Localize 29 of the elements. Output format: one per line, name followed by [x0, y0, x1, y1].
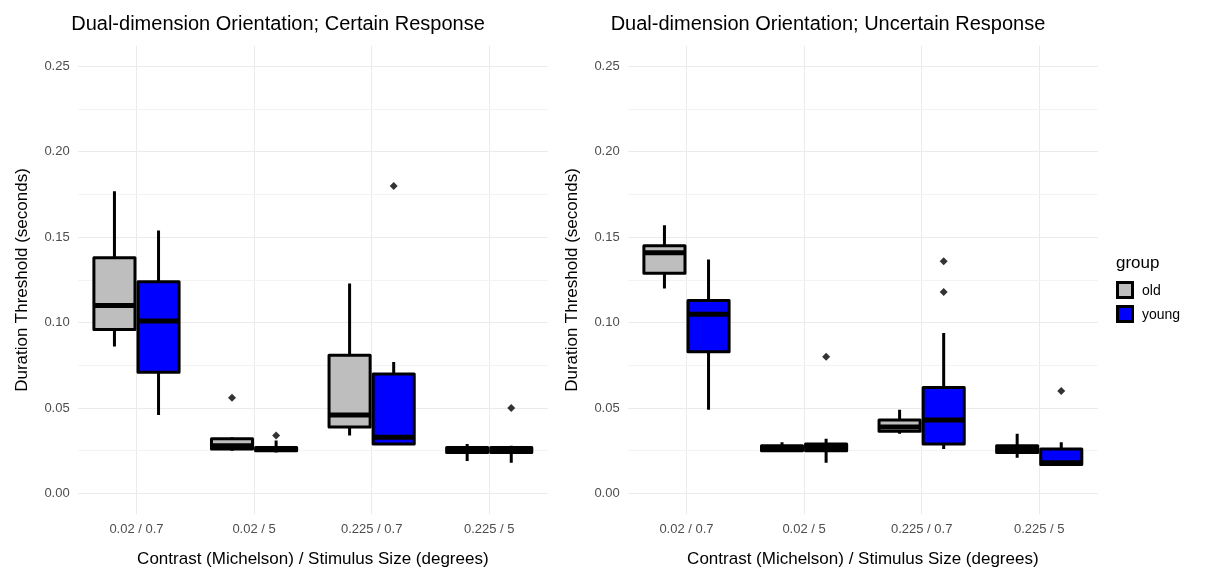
y-tick-label: 0.00 — [44, 485, 70, 501]
y-axis-title: Duration Threshold (seconds) — [11, 168, 31, 392]
y-tick-label: 0.05 — [594, 399, 620, 415]
x-tick-label: 0.02 / 0.7 — [659, 521, 714, 537]
x-tick-label: 0.225 / 5 — [1013, 521, 1065, 537]
y-tick-label: 0.05 — [44, 399, 70, 415]
y-tick-label: 0.20 — [44, 143, 70, 159]
y-tick-label: 0.20 — [594, 143, 620, 159]
x-tick-label: 0.02 / 5 — [232, 521, 276, 537]
y-tick-label: 0.25 — [44, 58, 70, 74]
y-tick-label: 0.25 — [594, 58, 620, 74]
x-tick-label: 0.225 / 0.7 — [340, 521, 403, 537]
legend-label: old — [1142, 282, 1161, 298]
y-tick-label: 0.00 — [594, 485, 620, 501]
y-axis-title: Duration Threshold (seconds) — [561, 168, 581, 392]
chart-title: Dual-dimension Orientation; Uncertain Response — [610, 11, 1046, 34]
y-tick-label: 0.10 — [594, 314, 620, 330]
y-tick-label: 0.15 — [594, 228, 620, 244]
x-tick-label: 0.02 / 0.7 — [109, 521, 164, 537]
y-tick-label: 0.10 — [44, 314, 70, 330]
legend-title: group — [1116, 253, 1161, 273]
chart-title: Dual-dimension Orientation; Certain Response — [71, 11, 485, 34]
x-axis-title: Contrast (Michelson) / Stimulus Size (degrees) — [687, 549, 1039, 569]
y-tick-label: 0.15 — [44, 228, 70, 244]
x-tick-label: 0.02 / 5 — [782, 521, 826, 537]
x-tick-label: 0.225 / 0.7 — [890, 521, 953, 537]
x-tick-label: 0.225 / 5 — [463, 521, 515, 537]
x-axis-title: Contrast (Michelson) / Stimulus Size (degrees) — [137, 549, 489, 569]
legend-label: young — [1142, 306, 1181, 322]
